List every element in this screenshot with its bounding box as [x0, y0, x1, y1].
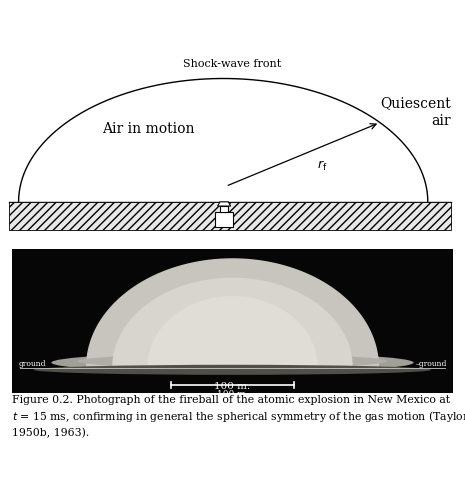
Polygon shape: [113, 278, 352, 367]
Ellipse shape: [52, 352, 414, 373]
Text: Figure 0.1. A very intense shock wave propagating in quiescent air.: Figure 0.1. A very intense shock wave pr…: [42, 314, 423, 324]
Text: Quiescent
air: Quiescent air: [380, 96, 451, 128]
Text: Shock-wave front: Shock-wave front: [183, 59, 282, 69]
Text: 100 m.: 100 m.: [214, 382, 251, 391]
Bar: [9, 202, 451, 230]
Bar: [220, 206, 228, 212]
Polygon shape: [148, 297, 317, 367]
Ellipse shape: [78, 354, 387, 368]
Text: Figure 0.2. Photograph of the fireball of the atomic explosion in New Mexico at
: Figure 0.2. Photograph of the fireball o…: [12, 395, 465, 438]
Text: 100 m.: 100 m.: [217, 390, 248, 399]
Text: –ground: –ground: [415, 360, 447, 367]
Text: ground: ground: [18, 360, 46, 367]
Text: Air in motion: Air in motion: [103, 122, 195, 136]
Polygon shape: [86, 259, 379, 367]
Ellipse shape: [33, 365, 431, 375]
Polygon shape: [218, 202, 231, 206]
Text: $r_{\rm f}$: $r_{\rm f}$: [317, 159, 327, 173]
Bar: [215, 212, 233, 227]
